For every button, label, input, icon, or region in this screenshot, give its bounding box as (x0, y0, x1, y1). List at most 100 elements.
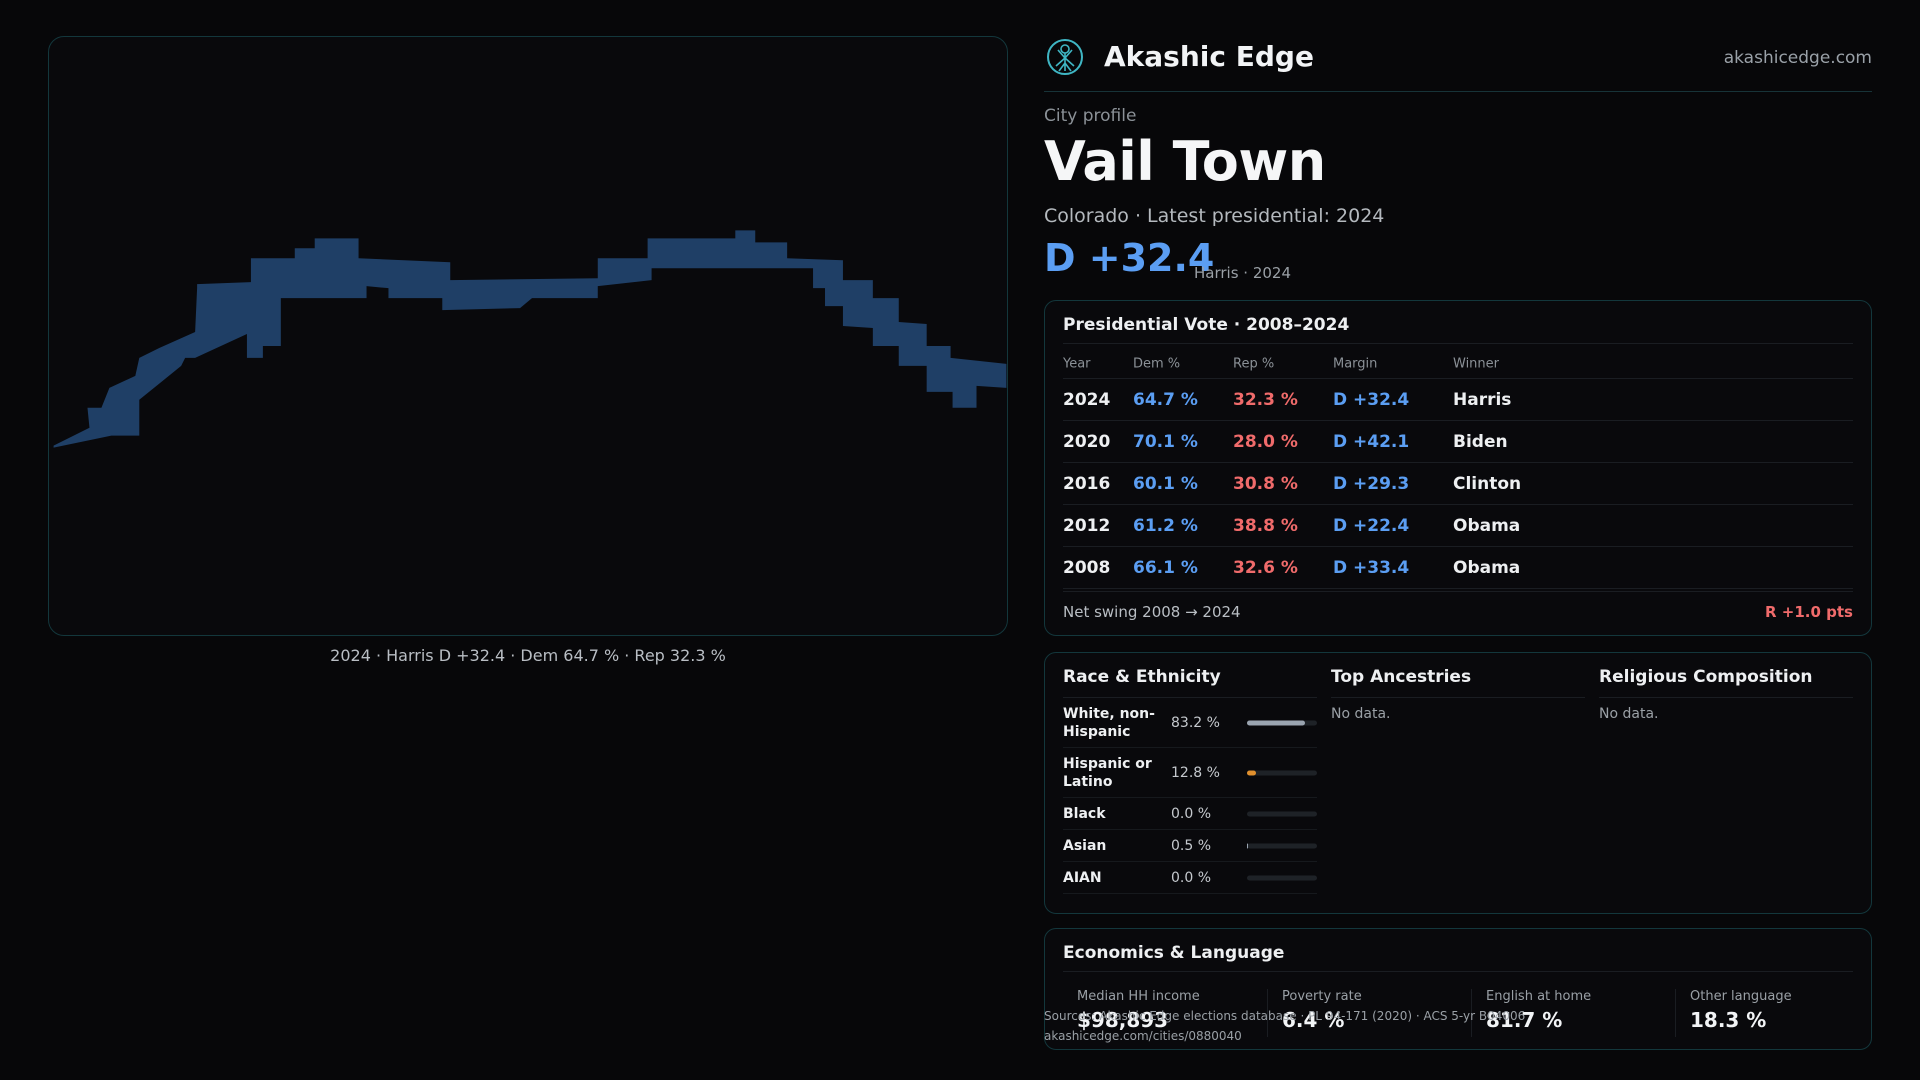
race-bar (1247, 770, 1317, 775)
ancestries-title: Top Ancestries (1331, 667, 1585, 698)
race-bar-fill (1247, 770, 1256, 775)
stat-english-at-home: English at home 81.7 % (1471, 989, 1591, 1037)
economics-title: Economics & Language (1063, 943, 1285, 963)
race-bar (1247, 720, 1317, 725)
ancestries-empty: No data. (1331, 706, 1391, 722)
city-boundary-map[interactable] (49, 37, 1007, 635)
profile-label: City profile (1044, 106, 1137, 126)
cell-winner: Harris (1453, 389, 1512, 410)
cell-margin: D +29.3 (1333, 473, 1410, 494)
page-title: Vail Town (1044, 130, 1326, 193)
brand-url[interactable]: akashicedge.com (1723, 48, 1872, 68)
race-label: AIAN (1063, 869, 1102, 886)
race-value: 0.5 % (1171, 837, 1212, 854)
cell-rep: 30.8 % (1233, 473, 1298, 494)
table-row: 2016 60.1 % 30.8 % D +29.3 Clinton (1063, 463, 1853, 505)
ancestries-section: Top Ancestries No data. (1331, 667, 1585, 722)
presidential-vote-card: Presidential Vote · 2008–2024 Year Dem %… (1044, 300, 1872, 636)
cell-rep: 28.0 % (1233, 431, 1298, 452)
table-row: 2012 61.2 % 38.8 % D +22.4 Obama (1063, 505, 1853, 547)
column-header-winner: Winner (1453, 356, 1500, 371)
cell-year: 2024 (1063, 389, 1111, 410)
cell-winner: Obama (1453, 557, 1521, 578)
race-label: Hispanic or Latino (1063, 755, 1152, 790)
cell-year: 2016 (1063, 473, 1111, 494)
brand-name: Akashic Edge (1104, 40, 1314, 73)
race-row: White, non-Hispanic 83.2 % (1063, 698, 1317, 748)
race-ethnicity-section: Race & Ethnicity White, non-Hispanic 83.… (1063, 667, 1317, 894)
divider (1063, 971, 1853, 972)
race-value: 0.0 % (1171, 805, 1212, 822)
cell-rep: 38.8 % (1233, 515, 1298, 536)
column-header-rep: Rep % (1233, 356, 1275, 371)
divider (1063, 343, 1853, 344)
map-caption: 2024 · Harris D +32.4 · Dem 64.7 % · Rep… (330, 646, 726, 665)
economics-card: Economics & Language Median HH income $9… (1044, 928, 1872, 1050)
source-footnote: Sources: Akashic Edge elections database… (1044, 1006, 1525, 1046)
race-row: Black 0.0 % (1063, 798, 1317, 830)
column-header-year: Year (1063, 356, 1091, 371)
race-bar-fill (1247, 720, 1306, 725)
stat-value: 81.7 % (1486, 1008, 1563, 1032)
demographics-card: Race & Ethnicity White, non-Hispanic 83.… (1044, 652, 1872, 914)
cell-margin: D +22.4 (1333, 515, 1410, 536)
stat-label: Other language (1690, 989, 1792, 1004)
brand-header: Akashic Edge akashicedge.com (1044, 36, 1872, 92)
presidential-vote-table: Year Dem % Rep % Margin Winner 2024 64.7… (1063, 349, 1853, 589)
source-url[interactable]: akashicedge.com/cities/0880040 (1044, 1029, 1242, 1043)
net-swing-label: Net swing 2008 → 2024 (1063, 603, 1241, 621)
latest-margin: D +32.4 (1044, 236, 1215, 280)
cell-dem: 64.7 % (1133, 389, 1198, 410)
race-row: Asian 0.5 % (1063, 830, 1317, 862)
stat-value: 6.4 % (1282, 1008, 1345, 1032)
cell-margin: D +42.1 (1333, 431, 1410, 452)
race-bar (1247, 843, 1317, 848)
race-bar (1247, 811, 1317, 816)
stat-poverty-rate: Poverty rate 6.4 % (1267, 989, 1362, 1037)
net-swing-value: R +1.0 pts (1765, 603, 1853, 621)
race-ethnicity-title: Race & Ethnicity (1063, 667, 1317, 698)
cell-dem: 60.1 % (1133, 473, 1198, 494)
religion-empty: No data. (1599, 706, 1659, 722)
race-value: 0.0 % (1171, 869, 1212, 886)
cell-dem: 61.2 % (1133, 515, 1198, 536)
column-header-dem: Dem % (1133, 356, 1181, 371)
tree-of-life-icon (1047, 39, 1083, 75)
religion-section: Religious Composition No data. (1599, 667, 1853, 722)
race-label: White, non-Hispanic (1063, 705, 1155, 740)
stat-value: 18.3 % (1690, 1008, 1767, 1032)
latest-margin-note: Harris · 2024 (1194, 264, 1292, 282)
map-panel[interactable] (48, 36, 1008, 636)
divider (1063, 591, 1853, 592)
stat-label: Poverty rate (1282, 989, 1362, 1004)
cell-rep: 32.3 % (1233, 389, 1298, 410)
cell-dem: 66.1 % (1133, 557, 1198, 578)
source-citation: Sources: Akashic Edge elections database… (1044, 1009, 1526, 1023)
race-value: 12.8 % (1171, 764, 1220, 781)
cell-margin: D +33.4 (1333, 557, 1410, 578)
stat-label: English at home (1486, 989, 1592, 1004)
cell-year: 2008 (1063, 557, 1111, 578)
city-boundary-shape[interactable] (53, 230, 1007, 448)
cell-winner: Biden (1453, 431, 1508, 452)
cell-margin: D +32.4 (1333, 389, 1410, 410)
presidential-vote-title: Presidential Vote · 2008–2024 (1063, 315, 1350, 335)
table-row: 2020 70.1 % 28.0 % D +42.1 Biden (1063, 421, 1853, 463)
stat-median-income: Median HH income $98,893 (1063, 989, 1200, 1037)
race-row: AIAN 0.0 % (1063, 862, 1317, 894)
cell-dem: 70.1 % (1133, 431, 1198, 452)
city-subtitle: Colorado · Latest presidential: 2024 (1044, 205, 1385, 227)
race-bar (1247, 875, 1317, 880)
race-row: Hispanic or Latino 12.8 % (1063, 748, 1317, 798)
race-label: Black (1063, 805, 1106, 822)
cell-winner: Obama (1453, 515, 1521, 536)
table-header-row: Year Dem % Rep % Margin Winner (1063, 349, 1853, 379)
race-value: 83.2 % (1171, 714, 1220, 731)
cell-rep: 32.6 % (1233, 557, 1298, 578)
stat-label: Median HH income (1077, 989, 1200, 1004)
table-row: 2008 66.1 % 32.6 % D +33.4 Obama (1063, 547, 1853, 589)
cell-year: 2020 (1063, 431, 1111, 452)
religion-title: Religious Composition (1599, 667, 1853, 698)
cell-winner: Clinton (1453, 473, 1522, 494)
cell-year: 2012 (1063, 515, 1111, 536)
